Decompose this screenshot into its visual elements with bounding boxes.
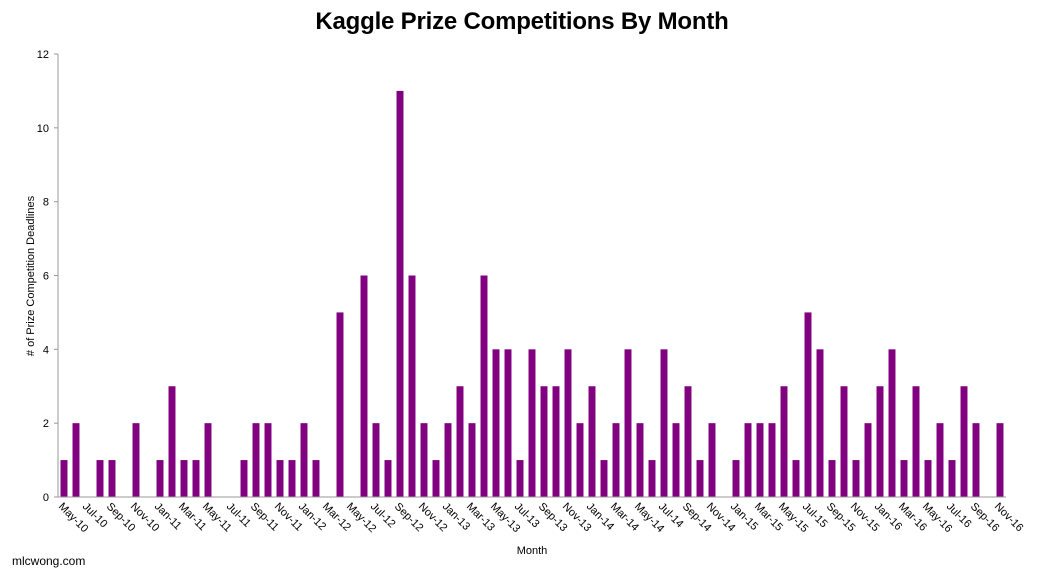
bar-May-10: [60, 460, 68, 497]
bar-Apr-15: [768, 423, 776, 497]
bar-Mar-16: [900, 460, 908, 497]
y-tick-label: 6: [43, 271, 49, 283]
bar-Feb-12: [312, 460, 320, 497]
bar-Oct-12: [408, 275, 416, 497]
bar-Aug-13: [528, 349, 536, 497]
bar-May-16: [924, 460, 932, 497]
bar-Feb-14: [600, 460, 608, 497]
bar-Sep-12: [396, 90, 404, 498]
bar-May-15: [780, 386, 788, 497]
y-tick-label: 0: [43, 492, 49, 504]
bar-Sep-10: [108, 460, 116, 497]
bar-Nov-12: [420, 423, 428, 497]
bar-Aug-10: [96, 460, 104, 497]
bar-May-13: [492, 349, 500, 497]
bar-Feb-16: [888, 349, 896, 497]
bar-Apr-12: [336, 312, 344, 497]
y-tick-label: 10: [37, 123, 49, 135]
bar-Jun-13: [504, 349, 512, 497]
bar-Sep-13: [540, 386, 548, 497]
bar-Sep-15: [828, 460, 836, 497]
bar-May-14: [636, 423, 644, 497]
bar-Oct-15: [840, 386, 848, 497]
bar-Aug-12: [384, 460, 392, 497]
bar-Feb-15: [744, 423, 752, 497]
bar-Oct-11: [264, 423, 272, 497]
bar-Aug-16: [960, 386, 968, 497]
y-tick-label: 4: [43, 344, 49, 356]
bar-Jun-12: [360, 275, 368, 497]
bar-Feb-13: [456, 386, 464, 497]
bars-group: [60, 90, 1004, 498]
bar-Jan-14: [588, 386, 596, 497]
bar-Apr-13: [480, 275, 488, 497]
bar-Jan-12: [300, 423, 308, 497]
bar-Jul-13: [516, 460, 524, 497]
bar-Jun-15: [792, 460, 800, 497]
bar-Mar-13: [468, 423, 476, 497]
y-tick-label: 12: [37, 49, 49, 61]
bar-Mar-15: [756, 423, 764, 497]
bar-Dec-13: [576, 423, 584, 497]
bar-Jul-12: [372, 423, 380, 497]
bar-Nov-15: [852, 460, 860, 497]
chart-title: Kaggle Prize Competitions By Month: [315, 8, 729, 35]
bar-Jul-14: [660, 349, 668, 497]
bar-Oct-14: [696, 460, 704, 497]
bar-May-11: [204, 423, 212, 497]
bar-Apr-11: [192, 460, 200, 497]
bar-Dec-15: [864, 423, 872, 497]
bar-Nov-13: [564, 349, 572, 497]
bar-Jun-10: [72, 423, 80, 497]
site-credit: mlcwong.com: [12, 554, 86, 568]
bar-Sep-16: [972, 423, 980, 497]
x-axis-ticks: May-10Jul-10Sep-10Nov-10Jan-11Mar-11May-…: [56, 501, 1026, 535]
bar-Jan-16: [876, 386, 884, 497]
bar-Feb-11: [168, 386, 176, 497]
bar-Nov-16: [996, 423, 1004, 497]
bar-Aug-11: [240, 460, 248, 497]
bar-Mar-14: [612, 423, 620, 497]
bar-Aug-15: [816, 349, 824, 497]
bar-Jul-16: [948, 460, 956, 497]
bar-Aug-14: [672, 423, 680, 497]
bar-Jun-14: [648, 460, 656, 497]
bar-Nov-14: [708, 423, 716, 497]
bar-Mar-11: [180, 460, 188, 497]
y-tick-label: 8: [43, 197, 49, 209]
bar-Jan-13: [444, 423, 452, 497]
bar-Sep-14: [684, 386, 692, 497]
bar-Jan-15: [732, 460, 740, 497]
bar-Dec-12: [432, 460, 440, 497]
bar-Dec-11: [288, 460, 296, 497]
bar-Nov-10: [132, 423, 140, 497]
bar-Sep-11: [252, 423, 260, 497]
bar-Nov-11: [276, 460, 284, 497]
bar-Apr-14: [624, 349, 632, 497]
bar-Jun-16: [936, 423, 944, 497]
y-tick-label: 2: [43, 418, 49, 430]
bar-Jul-15: [804, 312, 812, 497]
bar-Apr-16: [912, 386, 920, 497]
bar-Oct-13: [552, 386, 560, 497]
y-axis-ticks: 0 2 4 6 8 10 12: [37, 49, 58, 504]
bar-Jan-11: [156, 460, 164, 497]
y-axis-label: # of Prize Competition Deadlines: [25, 195, 37, 356]
x-axis-label: Month: [517, 545, 548, 557]
